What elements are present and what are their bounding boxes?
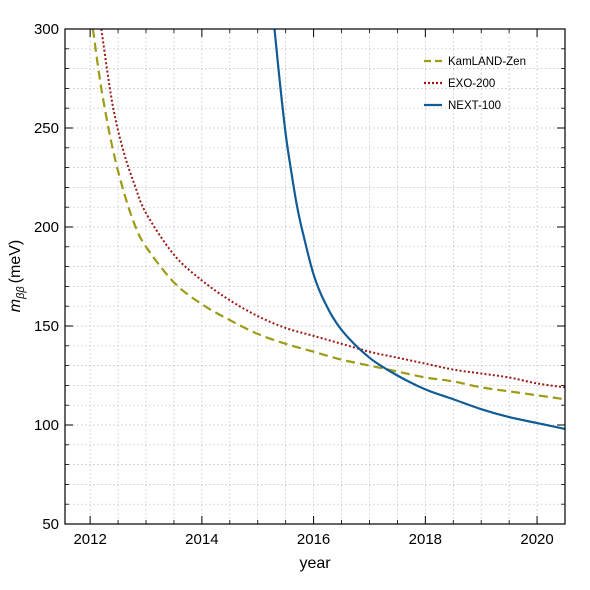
x-tick-label: 2012 bbox=[73, 531, 106, 548]
grid bbox=[65, 29, 566, 524]
y-axis-label-subscript: ββ bbox=[15, 286, 27, 300]
x-tick-label: 2016 bbox=[297, 531, 330, 548]
x-axis-label: year bbox=[299, 555, 331, 572]
x-tick-label: 2014 bbox=[185, 531, 218, 548]
series-line-exo-200 bbox=[100, 29, 565, 389]
series-lines bbox=[91, 29, 565, 431]
y-tick-label: 300 bbox=[34, 21, 59, 38]
legend-label: KamLAND-Zen bbox=[448, 56, 526, 68]
tick-labels: 2012 2014 2016 2018 2020 50 100 150 200 250 300 bbox=[34, 21, 554, 548]
legend-label: EXO-200 bbox=[448, 78, 495, 90]
y-tick-label: 100 bbox=[34, 417, 59, 434]
plot-frame bbox=[64, 28, 566, 525]
x-tick-label: 2018 bbox=[409, 531, 442, 548]
series-line-next-100 bbox=[273, 29, 565, 431]
y-tick-label: 250 bbox=[34, 120, 59, 137]
legend: KamLAND-Zen EXO-200 NEXT-100 bbox=[424, 56, 526, 112]
axis-ticks bbox=[65, 28, 566, 525]
y-axis-label-unit: (meV) bbox=[7, 240, 24, 284]
y-tick-label: 150 bbox=[34, 318, 59, 335]
y-tick-label: 50 bbox=[42, 516, 59, 533]
series-line-kamland-zen bbox=[91, 29, 565, 401]
legend-label: NEXT-100 bbox=[448, 100, 501, 112]
y-axis-label-symbol: m bbox=[7, 299, 24, 312]
y-axis-label: mββ (meV) bbox=[7, 240, 27, 312]
y-tick-label: 200 bbox=[34, 219, 59, 236]
x-tick-label: 2020 bbox=[520, 531, 553, 548]
